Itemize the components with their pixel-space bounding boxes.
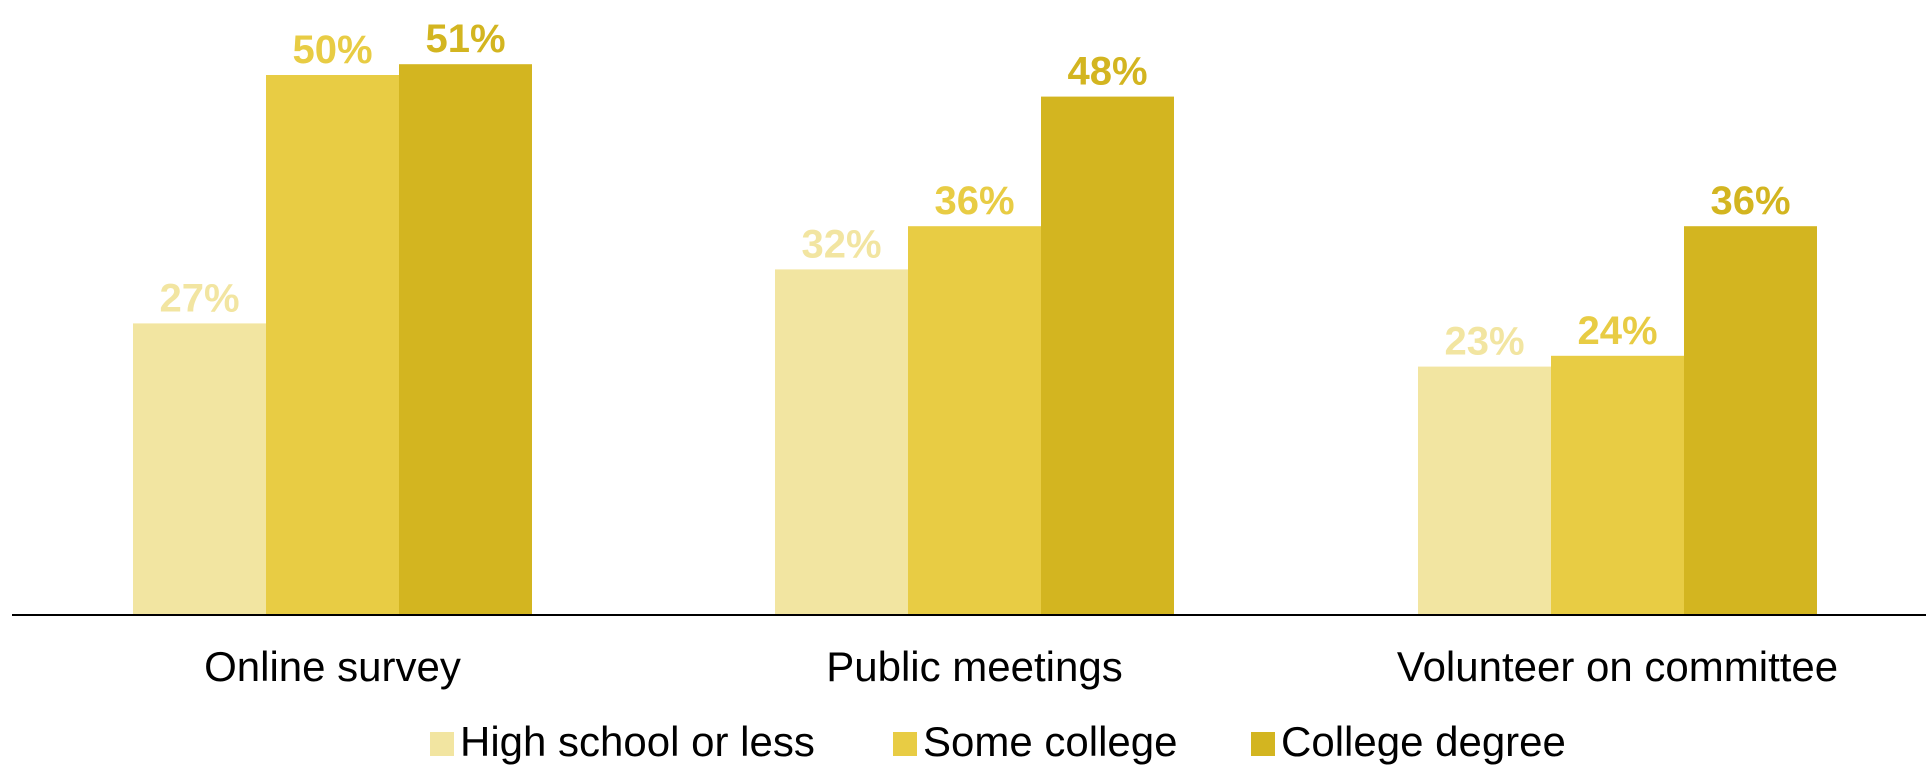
bar-public-meetings-some-college [908,226,1041,615]
bar-volunteer-on-committee-high-school-or-less [1418,366,1551,615]
legend-swatch-high-school-or-less [430,732,454,756]
value-label-volunteer-on-committee-some-college: 24% [1577,309,1657,353]
value-label-online-survey-high-school-or-less: 27% [159,276,239,320]
category-label-public-meetings: Public meetings [826,643,1122,690]
bar-volunteer-on-committee-some-college [1551,355,1684,615]
category-labels-layer: Online survey Public meetings Volunteer on… [204,643,1838,690]
value-labels-layer: 27% 50% 51% 32% 36% 48% 23% 24% 36% [159,17,1790,363]
value-label-volunteer-on-committee-college-degree: 36% [1710,179,1790,223]
legend-label-high-school-or-less: High school or less [460,718,815,765]
bar-public-meetings-high-school-or-less [775,269,908,615]
category-label-online-survey: Online survey [204,643,461,690]
value-label-public-meetings-college-degree: 48% [1067,50,1147,94]
bar-volunteer-on-committee-college-degree [1684,226,1817,615]
bar-online-survey-high-school-or-less [133,323,266,615]
value-label-online-survey-college-degree: 51% [425,17,505,61]
value-label-public-meetings-high-school-or-less: 32% [801,222,881,266]
legend-item-college-degree: College degree [1251,718,1566,765]
value-label-public-meetings-some-college: 36% [934,179,1014,223]
category-label-volunteer-on-committee: Volunteer on committee [1397,643,1838,690]
bar-online-survey-some-college [266,75,399,615]
legend-item-some-college: Some college [893,718,1177,765]
bar-online-survey-college-degree [399,64,532,615]
legend-swatch-college-degree [1251,732,1275,756]
legend: High school or less Some college College d… [430,718,1566,765]
value-label-volunteer-on-committee-high-school-or-less: 23% [1444,320,1524,364]
bars-layer [133,64,1817,616]
value-label-online-survey-some-college: 50% [292,28,372,72]
legend-item-high-school-or-less: High school or less [430,718,815,765]
legend-swatch-some-college [893,732,917,756]
legend-label-some-college: Some college [923,718,1177,765]
bar-public-meetings-college-degree [1041,96,1174,616]
legend-label-college-degree: College degree [1281,718,1566,765]
